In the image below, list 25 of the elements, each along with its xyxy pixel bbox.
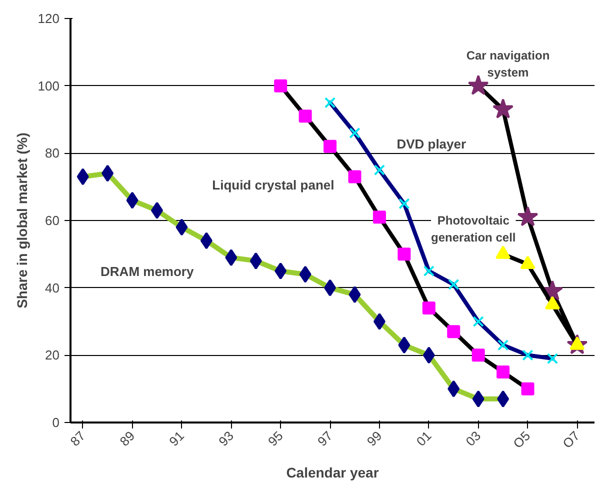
x-tick-label: 87 [67, 428, 88, 450]
y-tick-label: 0 [52, 415, 60, 430]
x-tick-label: 93 [216, 428, 236, 450]
y-tick-label: 20 [45, 348, 60, 363]
x-tick-label: 03 [462, 428, 484, 450]
y-tick-label: 100 [38, 78, 60, 94]
x-tick-label: O7 [560, 428, 582, 452]
x-tick-label: 99 [364, 428, 385, 450]
y-tick-label: 120 [38, 11, 60, 26]
y-tick-label: 80 [45, 146, 60, 161]
series-label: DRAM memory [100, 264, 194, 280]
series-label: Liquid crystal panel [212, 178, 334, 193]
series-label: DVD player [396, 136, 466, 152]
series-label: Car navigation system [466, 48, 550, 80]
x-axis-title: Calendar year [286, 464, 380, 480]
y-tick-label: 40 [45, 280, 60, 296]
x-tick-label: 01 [413, 428, 434, 450]
x-tick-label: O5 [510, 428, 534, 452]
x-tick-label: 95 [265, 428, 286, 450]
series-label: Photovoltaic generation cell [431, 214, 516, 244]
x-tick-label: 89 [116, 428, 138, 450]
y-tick-label: 60 [45, 213, 60, 228]
x-tick-label: 97 [314, 428, 336, 450]
y-axis-title: Share in global market (%) [14, 132, 30, 308]
x-tick-label: 91 [166, 428, 188, 450]
